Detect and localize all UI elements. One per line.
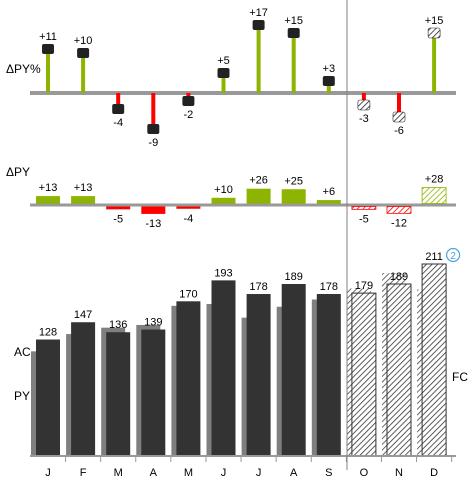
x-tick-label: J xyxy=(45,467,51,479)
pin-value-label: -2 xyxy=(184,109,194,121)
delta-py-value-label: +26 xyxy=(249,175,268,187)
pin-head xyxy=(217,68,230,78)
value-label: 139 xyxy=(144,317,162,329)
pin-value-label: +3 xyxy=(323,63,336,75)
ac-bar xyxy=(211,280,236,456)
pin-value-label: +15 xyxy=(425,15,444,27)
delta-py-bar xyxy=(106,206,131,210)
pin-head xyxy=(42,44,54,54)
row-label-delta-py-percent: ΔPY% xyxy=(6,62,41,76)
delta-py-bar xyxy=(281,189,306,204)
pin-value-label: -6 xyxy=(394,125,404,137)
value-label: 211 xyxy=(425,251,443,263)
pin-head xyxy=(427,27,441,39)
ac-bar xyxy=(176,301,201,456)
note-marker-label: 2 xyxy=(450,251,456,262)
pin-head xyxy=(287,28,300,38)
fc-bar xyxy=(421,263,447,457)
pin-head xyxy=(252,20,265,30)
delta-py-bar xyxy=(176,206,201,209)
ac-bar xyxy=(246,294,271,456)
delta-py-bar xyxy=(211,197,236,204)
row-label-py: PY xyxy=(14,389,30,403)
x-tick-label: J xyxy=(221,467,227,479)
value-label: 193 xyxy=(214,267,232,279)
ac-bar xyxy=(36,339,60,456)
delta-py-bar xyxy=(71,196,96,204)
value-label: 136 xyxy=(109,319,127,331)
pin-head xyxy=(392,111,406,123)
x-tick-label: F xyxy=(80,467,87,479)
pin-value-label: -9 xyxy=(148,137,158,149)
value-label: 147 xyxy=(74,309,92,321)
value-label: 128 xyxy=(39,327,57,339)
pin-value-label: +10 xyxy=(74,35,93,47)
value-label: 179 xyxy=(355,280,373,292)
delta-py-bar xyxy=(316,200,341,204)
x-tick-label: A xyxy=(150,467,158,479)
pin-head xyxy=(357,99,371,111)
pin-value-label: +11 xyxy=(39,31,57,43)
delta-py-bar xyxy=(386,206,412,214)
delta-py-value-label: +28 xyxy=(425,174,444,186)
value-label: 170 xyxy=(179,288,197,300)
row-label-fc: FC xyxy=(452,370,468,384)
value-label: 189 xyxy=(285,271,303,283)
delta-py-value-label: -5 xyxy=(113,213,123,225)
delta-py-percent-chart: +11 +10 -4 -9 -2 +5 +17 +15 +3 -3 -6 +15 xyxy=(30,7,456,149)
pin-head xyxy=(182,96,195,106)
value-label: 178 xyxy=(320,281,338,293)
pin-head xyxy=(77,48,90,58)
value-label: 189 xyxy=(390,271,408,283)
pin-value-label: +5 xyxy=(217,55,230,67)
row-label-delta-py: ΔPY xyxy=(6,165,30,179)
row-labels: ΔPY% ΔPY AC PY FC xyxy=(6,62,468,403)
x-tick-label: A xyxy=(290,467,298,479)
x-tick-label: S xyxy=(325,467,332,479)
delta-py-bar xyxy=(246,188,271,204)
pin-head xyxy=(147,124,160,134)
x-tick-label: D xyxy=(430,467,438,479)
delta-py-value-label: -12 xyxy=(391,217,407,229)
pin-value-label: -4 xyxy=(113,117,123,129)
pin-head xyxy=(322,76,335,86)
x-tick-label: N xyxy=(395,467,403,479)
x-tick-label: M xyxy=(184,467,193,479)
ac-bar xyxy=(106,332,131,456)
x-tick-label: M xyxy=(114,467,123,479)
delta-py-bar xyxy=(141,206,166,214)
pin-value-label: +15 xyxy=(284,15,303,27)
main-bar-chart: 128 147 136 139 170 193 178 189 178 179 189 211 2 xyxy=(31,247,461,457)
delta-py-value-label: +13 xyxy=(74,182,93,194)
delta-py-value-label: -13 xyxy=(145,218,161,230)
ac-bar xyxy=(281,284,306,456)
delta-py-bar xyxy=(36,196,60,204)
fc-bar xyxy=(386,283,412,457)
ac-bar xyxy=(71,322,96,456)
pin-value-label: -3 xyxy=(359,113,369,125)
delta-py-value-label: +25 xyxy=(284,175,303,187)
delta-py-bar xyxy=(351,206,377,210)
fc-bar xyxy=(351,292,377,457)
delta-py-bar xyxy=(421,187,447,204)
ac-bar xyxy=(141,329,166,456)
delta-py-value-label: +10 xyxy=(214,184,233,196)
pin-value-label: +17 xyxy=(249,7,268,19)
row-label-ac: AC xyxy=(14,345,31,359)
ac-bar xyxy=(316,294,341,456)
pin-head xyxy=(112,104,125,114)
delta-py-value-label: -5 xyxy=(359,213,369,225)
value-label: 178 xyxy=(249,281,267,293)
note-marker xyxy=(446,247,461,263)
x-tick-label: J xyxy=(256,467,262,479)
delta-py-value-label: +6 xyxy=(323,186,336,198)
delta-py-chart: +13 +13 -5 -13 -4 +10 +26 +25 +6 -5 -12 +28 xyxy=(30,174,456,230)
delta-py-value-label: +13 xyxy=(39,182,58,194)
x-tick-label: O xyxy=(360,467,369,479)
delta-py-value-label: -4 xyxy=(184,213,194,225)
